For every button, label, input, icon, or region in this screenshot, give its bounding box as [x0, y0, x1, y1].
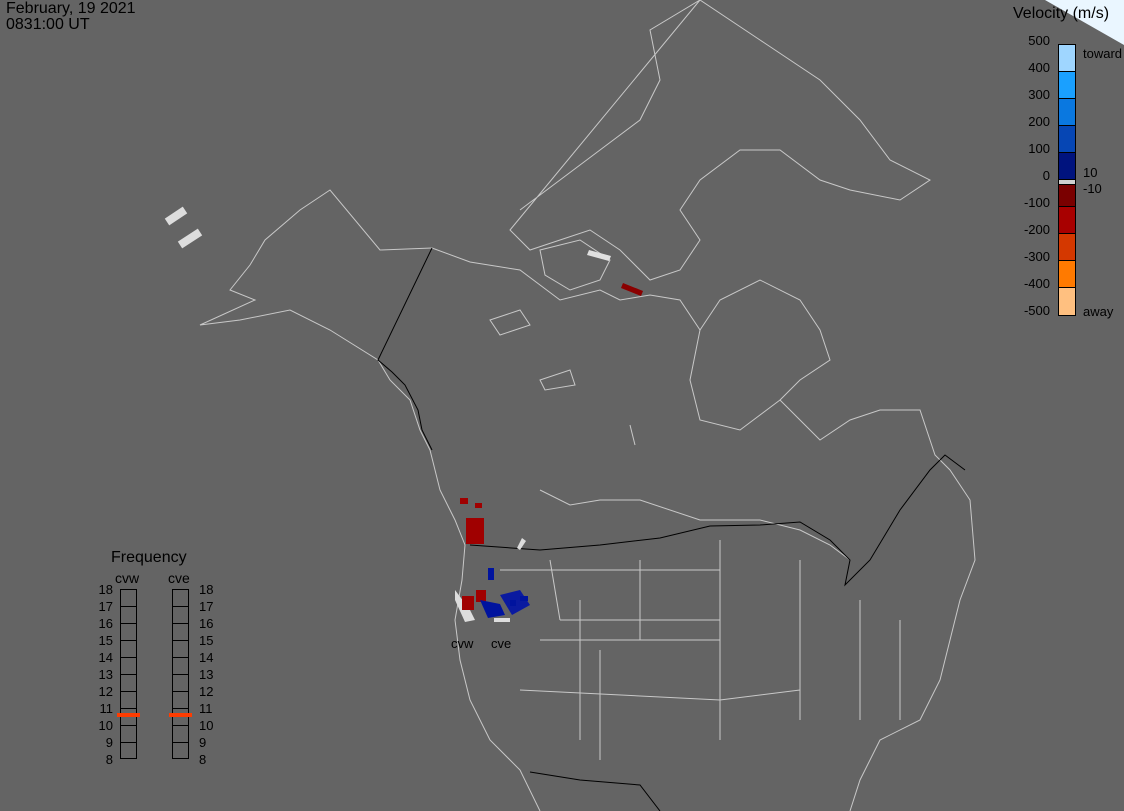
- frequency-gridline: [173, 623, 188, 624]
- velocity-tick: -400: [1023, 276, 1050, 291]
- frequency-tick: 17: [98, 599, 113, 614]
- frequency-tick: 16: [199, 616, 214, 631]
- frequency-tick: 12: [98, 684, 113, 699]
- frequency-gridline: [173, 606, 188, 607]
- colorbar-segment: [1059, 261, 1075, 288]
- colorbar-segment: [1059, 207, 1075, 234]
- frequency-tick: 9: [199, 735, 207, 750]
- frequency-gridline: [173, 674, 188, 675]
- frequency-gridline: [121, 742, 136, 743]
- colorbar-segment: [1059, 234, 1075, 261]
- frequency-tick: 11: [199, 701, 213, 716]
- coastlines: [164, 0, 976, 811]
- scatter-patch: [466, 518, 484, 544]
- scatter-patch: [510, 600, 516, 606]
- velocity-tick: -100: [1023, 195, 1050, 210]
- threshold-pos-label: 10: [1083, 165, 1098, 180]
- frequency-tick: 10: [98, 718, 113, 733]
- corner-fill: [1045, 0, 1124, 45]
- colorbar-segment: [1059, 153, 1075, 180]
- frequency-tick: 10: [199, 718, 214, 733]
- velocity-tick: 0: [1042, 168, 1050, 183]
- frequency-gridline: [121, 725, 136, 726]
- away-label: away: [1083, 304, 1114, 319]
- velocity-colorbar: [1058, 44, 1076, 316]
- political-borders: [377, 247, 966, 811]
- frequency-gridline: [173, 640, 188, 641]
- radar-label-cve: cve: [491, 636, 512, 651]
- frequency-gridline: [173, 657, 188, 658]
- frequency-gridline: [121, 691, 136, 692]
- frequency-tick: 13: [199, 667, 214, 682]
- colorbar-segment: [1059, 126, 1075, 153]
- velocity-tick: -500: [1023, 303, 1050, 318]
- scatter-patch: [517, 538, 526, 550]
- frequency-tick: 17: [199, 599, 214, 614]
- velocity-tick: 200: [1028, 114, 1050, 129]
- time-label: 0831:00 UT: [6, 16, 90, 33]
- velocity-tick: 100: [1028, 141, 1050, 156]
- frequency-tick: 16: [98, 616, 113, 631]
- frequency-tick: 13: [98, 667, 113, 682]
- frequency-bar-cve: [172, 589, 189, 759]
- frequency-gridline: [173, 742, 188, 743]
- frequency-marker-cve: [169, 712, 192, 717]
- colorbar-segment: [1059, 72, 1075, 99]
- frequency-tick: 15: [98, 633, 113, 648]
- radar-scatter: [455, 250, 643, 622]
- scatter-patch: [475, 503, 482, 508]
- toward-label: toward: [1083, 46, 1123, 61]
- frequency-gridline: [121, 606, 136, 607]
- frequency-tick: 18: [199, 582, 214, 597]
- frequency-title: Frequency: [111, 549, 187, 566]
- scatter-patch: [480, 600, 505, 618]
- frequency-gridline: [121, 708, 136, 709]
- frequency-tick: 11: [99, 701, 114, 716]
- colorbar-segment: [1059, 99, 1075, 126]
- frequency-tick: 9: [105, 735, 113, 750]
- frequency-gridline: [121, 640, 136, 641]
- scatter-patch: [476, 590, 486, 602]
- scatter-patch: [520, 596, 528, 601]
- frequency-tick: 12: [199, 684, 214, 699]
- frequency-gridline: [173, 691, 188, 692]
- frequency-tick: 15: [199, 633, 214, 648]
- radar-label-cvw: cvw: [451, 636, 474, 651]
- scatter-patch: [462, 596, 474, 610]
- frequency-tick: 18: [98, 582, 113, 597]
- frequency-tick: 14: [199, 650, 214, 665]
- frequency-bar-cvw: [120, 589, 137, 759]
- frequency-gridline: [121, 657, 136, 658]
- radar-name-cvw: cvw: [115, 570, 140, 586]
- colorbar-segment: [1059, 45, 1075, 72]
- scatter-patch: [621, 283, 643, 296]
- colorbar-segment: [1059, 180, 1075, 185]
- scatter-patch: [460, 498, 468, 504]
- frequency-tick: 8: [105, 752, 113, 767]
- velocity-tick: 500: [1028, 33, 1050, 48]
- velocity-legend-title: Velocity (m/s): [1013, 5, 1110, 22]
- scatter-patch: [494, 618, 510, 622]
- frequency-tick: 8: [199, 752, 207, 767]
- radar-name-cve: cve: [168, 570, 190, 586]
- velocity-tick: -300: [1023, 249, 1050, 264]
- date-label: February, 19 2021: [6, 0, 136, 17]
- scatter-patch: [488, 568, 494, 580]
- velocity-tick: 300: [1028, 87, 1050, 102]
- colorbar-segment: [1059, 185, 1075, 207]
- threshold-neg-label: -10: [1083, 181, 1102, 196]
- frequency-gridline: [121, 674, 136, 675]
- frequency-tick: 14: [98, 650, 113, 665]
- frequency-gridline: [173, 708, 188, 709]
- colorbar-segment: [1059, 288, 1075, 315]
- frequency-marker-cvw: [117, 712, 140, 717]
- velocity-tick: 400: [1028, 60, 1050, 75]
- velocity-tick: -200: [1023, 222, 1050, 237]
- frequency-gridline: [173, 725, 188, 726]
- frequency-gridline: [121, 623, 136, 624]
- scatter-patch: [587, 250, 611, 261]
